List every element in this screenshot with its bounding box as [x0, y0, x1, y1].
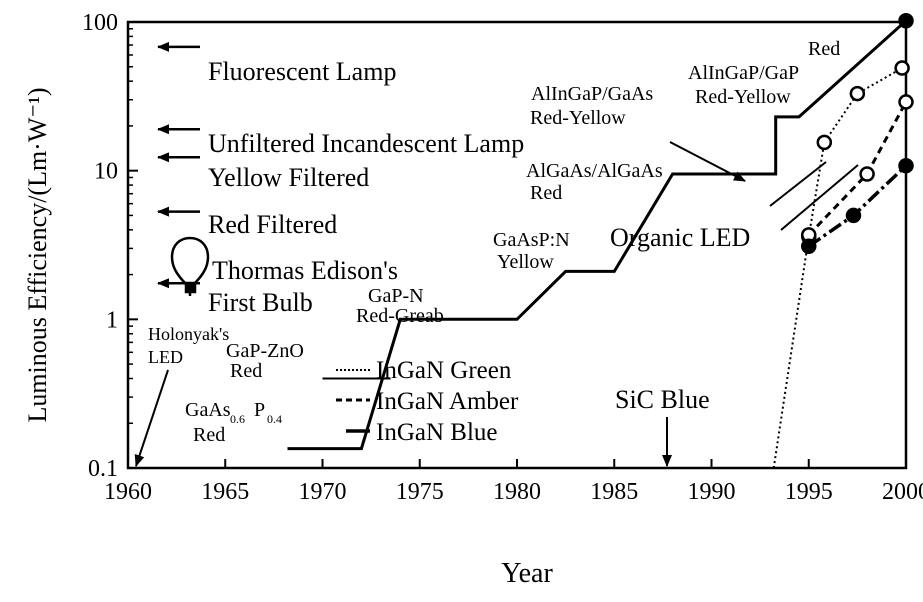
ann-gaas: GaAs [185, 399, 231, 421]
ann-alingap-gap-color: Red-Yellow [695, 86, 791, 108]
series-point-1 [849, 85, 866, 102]
ann-gap-zno: GaP-ZnO [226, 340, 304, 362]
ann-holonyak: Holonyak's [148, 324, 229, 344]
reference-arrows [157, 41, 200, 289]
ann-organic-led: Organic LED [610, 223, 750, 252]
ann-gap-n: GaP-N [368, 285, 424, 307]
alingap-gaas-arrow [669, 141, 746, 182]
ref-label-edison-line1: Thormas Edison's [212, 256, 398, 285]
series-point-1 [816, 134, 833, 151]
y-axis-label: Luminous Efficiency/(Lm·W⁻¹) [23, 87, 52, 422]
x-tick-label: 1995 [785, 479, 833, 505]
ann-gap-n-color: Red-Greab [356, 305, 444, 327]
legend-label-ingan-amber: InGaN Amber [376, 388, 519, 415]
ann-gaas-red: Red [193, 424, 225, 446]
y-tick-label: 100 [82, 10, 118, 36]
series-point-0 [898, 12, 914, 29]
ann-sic-blue: SiC Blue [615, 385, 710, 414]
lightbulb-icon [170, 236, 210, 296]
series-point-3 [845, 207, 862, 224]
x-tick-label: 1985 [590, 479, 638, 505]
x-tick-label: 1990 [688, 479, 736, 505]
organic-led-pointer-1 [769, 161, 827, 207]
axis-ticks [127, 21, 907, 469]
series-point-2 [859, 166, 875, 182]
ann-gaas-p: P [254, 399, 265, 421]
ann-alingap-gaas: AlInGaP/GaAs [531, 83, 653, 105]
legend-label-ingan-green: InGaN Green [376, 357, 512, 384]
x-tick-label: 1960 [104, 479, 152, 505]
series-line-3 [807, 164, 908, 248]
series-layer [287, 12, 914, 469]
ann-algaas: AlGaAs/AlGaAs [526, 160, 663, 182]
x-axis-label: Year [501, 558, 553, 589]
ann-top-red: Red [808, 38, 840, 60]
ref-label-red-filtered: Red Filtered [208, 210, 337, 239]
series-line-1 [772, 67, 903, 469]
ann-gaasp-n-color: Yellow [497, 251, 554, 273]
ref-label-yellow-filtered: Yellow Filtered [208, 163, 369, 192]
ann-algaas-color: Red [530, 182, 562, 204]
series-point-3 [801, 238, 817, 255]
ann-alingap-gap: AlInGaP/GaP [688, 62, 799, 84]
y-tick-label: 0.1 [88, 456, 118, 482]
legend-label-ingan-blue: InGaN Blue [376, 419, 498, 446]
x-tick-label: 1965 [201, 479, 249, 505]
ann-gap-zno-red: Red [230, 360, 262, 382]
y-tick-labels: 0.1 1 10 100 [82, 10, 118, 482]
ann-alingap-gaas-color: Red-Yellow [530, 107, 626, 129]
ann-gaas-sub1: 0.6 [230, 412, 245, 426]
series-point-3 [898, 157, 914, 174]
ref-label-edison-line2: First Bulb [208, 288, 313, 317]
x-tick-label: 1980 [493, 479, 541, 505]
series-point-1 [894, 60, 910, 76]
ann-led: LED [148, 347, 183, 367]
ann-gaas-sub2: 0.4 [267, 412, 282, 426]
organic-led-pointer-2 [780, 164, 859, 231]
y-tick-label: 1 [106, 307, 118, 333]
ann-gaasp-n: GaAsP:N [493, 229, 570, 251]
ref-label-incandescent: Unfiltered Incandescent Lamp [208, 129, 524, 158]
series-point-2 [898, 94, 914, 110]
x-tick-label: 1975 [396, 479, 444, 505]
ref-label-fluorescent: Fluorescent Lamp [208, 57, 396, 86]
legend: InGaN Green InGaN Amber InGaN Blue [336, 357, 519, 446]
series-line-0 [287, 19, 908, 451]
holonyak-arrow [134, 369, 169, 467]
x-tick-label: 1970 [299, 479, 347, 505]
y-tick-label: 10 [94, 159, 118, 185]
